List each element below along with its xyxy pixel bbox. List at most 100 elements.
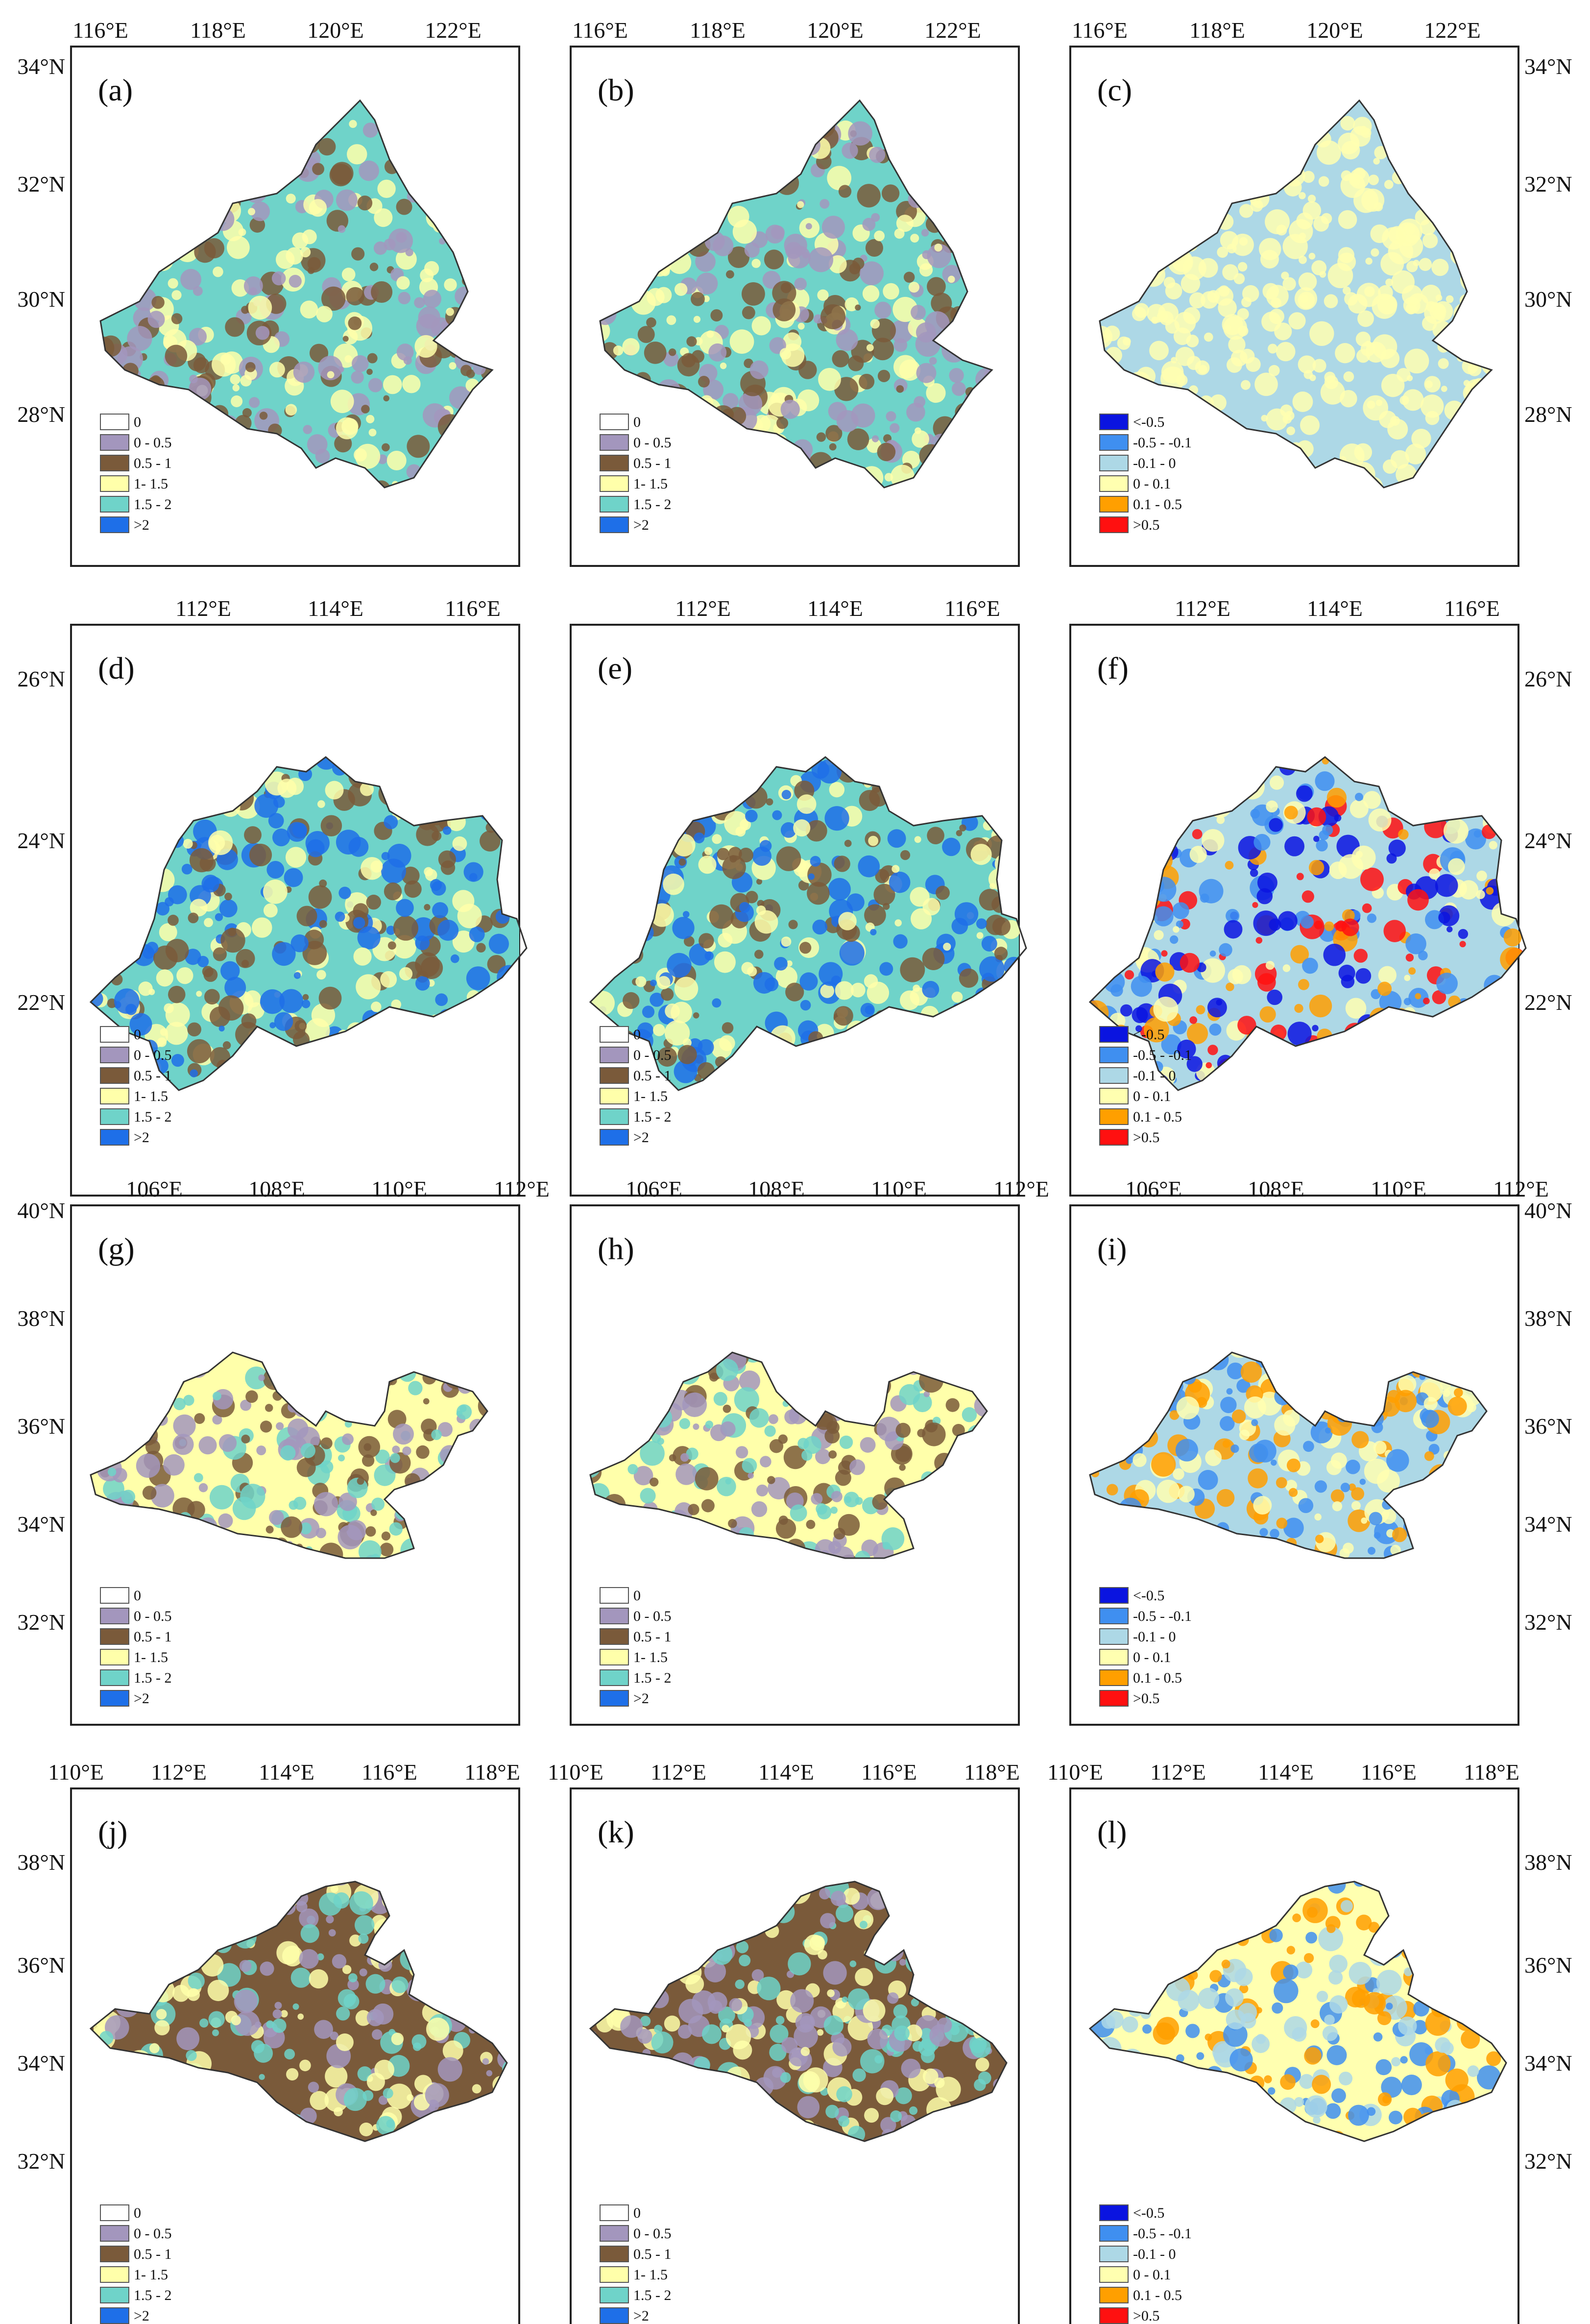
legend-swatch — [600, 1587, 629, 1604]
region-outline — [589, 1881, 1008, 2142]
legend-swatch — [1099, 1608, 1129, 1624]
legend-label: >2 — [134, 2308, 149, 2324]
panel-tag: (d) — [98, 651, 135, 685]
region-outline — [90, 1351, 488, 1559]
legend-swatch — [600, 2307, 629, 2324]
legend-label: 1- 1.5 — [633, 1088, 668, 1104]
legend-swatch — [600, 1129, 629, 1146]
legend-label: 0.5 - 1 — [633, 1068, 672, 1084]
map-panel-i: 106°E 108°E 110°E 112°E40°N 38°N 36°N 34°N 32°N… — [1069, 1176, 1572, 1726]
legend-swatch — [100, 1026, 129, 1043]
legend-label: 0 - 0.1 — [1133, 476, 1171, 492]
map-panel-g: 106°E 108°E 110°E 112°E 40°N 38°N 36°N 34°N 32°N… — [17, 1176, 550, 1726]
legend-label: 0 - 0.5 — [134, 435, 172, 451]
panel-tag: (e) — [598, 651, 632, 685]
legend-label: 1.5 - 2 — [134, 2287, 172, 2303]
lat-tick-label: 38°N — [1524, 1306, 1572, 1331]
legend-swatch — [1099, 1129, 1129, 1146]
lat-tick-label: 34°N — [17, 2051, 65, 2076]
lat-tick-label: 24°N — [17, 828, 65, 853]
lat-tick-label: 24°N — [1524, 828, 1572, 853]
legend-swatch — [1099, 475, 1129, 492]
legend-label: >2 — [633, 2308, 649, 2324]
region-outline — [89, 1881, 508, 2142]
legend-label: 1- 1.5 — [134, 1088, 168, 1104]
lat-tick-label: 34°N — [1524, 2051, 1572, 2076]
lat-tick-label: 22°N — [1524, 990, 1572, 1015]
legend-label: 1.5 - 2 — [134, 1670, 172, 1686]
map-panel-l: 110°E 112°E 114°E 116°E 118°E 38°N 36°N 34°N 32°… — [1047, 1760, 1572, 2324]
legend-swatch — [100, 1587, 129, 1604]
legend: 0 0 - 0.5 0.5 - 1 1- 1.5 1.5 - 2 >2 — [100, 1587, 172, 1707]
legend-swatch — [1099, 1628, 1129, 1645]
legend-swatch — [1099, 2204, 1129, 2221]
legend-swatch — [600, 414, 629, 430]
legend-swatch — [600, 2266, 629, 2283]
lon-tick-label: 116°E — [72, 18, 128, 43]
legend-label: 0.5 - 1 — [134, 1068, 172, 1084]
map-panel-j: 110°E 112°E 114°E 116°E 118°E 38°N 36°N 34°N 32°… — [17, 1760, 520, 2324]
legend-label: 0.5 - 1 — [134, 1629, 172, 1645]
legend-label: <-0.5 — [1133, 1588, 1164, 1604]
legend-label: <-0.5 — [1133, 414, 1164, 430]
lat-tick-label: 32°N — [1524, 171, 1572, 196]
legend-swatch — [600, 2246, 629, 2262]
legend-swatch — [600, 1108, 629, 1125]
legend-label: 0.1 - 0.5 — [1133, 1109, 1182, 1125]
legend: <-0.5 -0.5 - -0.1 -0.1 - 0 0 - 0.1 0.1 - 0.5… — [1099, 414, 1192, 533]
legend-swatch — [100, 2204, 129, 2221]
legend-label: 0 — [134, 1588, 141, 1604]
legend-swatch — [100, 455, 129, 471]
legend-swatch — [1099, 455, 1129, 471]
legend-swatch — [100, 2307, 129, 2324]
legend-label: -0.1 - 0 — [1133, 455, 1176, 471]
region-outline — [1088, 756, 1527, 1091]
map-panel-d: 112°E 114°E 116°E 26°N 24°N 22°N (d) 0 0 - 0.5 0.… — [17, 596, 528, 1197]
lon-tick-label: 118°E — [1189, 18, 1245, 43]
panel-tag: (j) — [98, 1814, 127, 1849]
lon-tick-label: 114°E — [308, 596, 363, 621]
legend-swatch — [1099, 1649, 1129, 1665]
legend-swatch — [100, 1669, 129, 1686]
legend-label: 1- 1.5 — [134, 476, 168, 492]
lon-tick-label: 118°E — [690, 18, 746, 43]
lon-tick-label: 110°E — [548, 1760, 603, 1785]
legend-swatch — [100, 1067, 129, 1084]
lat-tick-label: 40°N — [17, 1198, 65, 1223]
panel-tag: (b) — [598, 73, 634, 107]
lon-tick-label: 106°E — [626, 1176, 682, 1201]
legend-label: 0 — [633, 1588, 641, 1604]
legend-swatch — [600, 516, 629, 533]
legend: 0 0 - 0.5 0.5 - 1 1- 1.5 1.5 - 2 >2 — [600, 1587, 672, 1707]
lon-tick-label: 114°E — [1258, 1760, 1314, 1785]
legend-swatch — [600, 475, 629, 492]
legend-label: >2 — [633, 517, 649, 533]
legend-label: 1.5 - 2 — [633, 1670, 672, 1686]
legend-swatch — [1099, 1669, 1129, 1686]
legend-swatch — [100, 516, 129, 533]
legend-label: 0 - 0.1 — [1133, 1649, 1171, 1665]
lon-tick-label: 118°E — [464, 1760, 520, 1785]
lon-tick-label: 106°E — [1125, 1176, 1182, 1201]
panel-tag: (c) — [1097, 73, 1132, 107]
region-outline — [1099, 99, 1493, 489]
lat-tick-label: 30°N — [1524, 287, 1572, 312]
legend-swatch — [100, 1129, 129, 1146]
lon-tick-label: 122°E — [1424, 18, 1481, 43]
panel-tag: (k) — [598, 1814, 634, 1849]
lon-tick-label: 118°E — [1464, 1760, 1519, 1785]
lat-tick-label: 32°N — [17, 2149, 65, 2174]
legend-swatch — [100, 475, 129, 492]
legend-swatch — [600, 496, 629, 513]
region-outline — [89, 756, 528, 1091]
legend-label: <-0.5 — [1133, 2205, 1164, 2221]
lon-tick-label: 114°E — [259, 1760, 314, 1785]
legend-label: 0.1 - 0.5 — [1133, 2287, 1182, 2303]
legend-swatch — [1099, 1108, 1129, 1125]
lon-tick-label: 110°E — [371, 1176, 427, 1201]
lon-tick-label: 114°E — [758, 1760, 814, 1785]
lon-tick-label: 108°E — [1248, 1176, 1304, 1201]
lon-tick-label: 112°E — [993, 1176, 1049, 1201]
lon-tick-label: 120°E — [307, 18, 364, 43]
lon-tick-label: 116°E — [1361, 1760, 1417, 1785]
